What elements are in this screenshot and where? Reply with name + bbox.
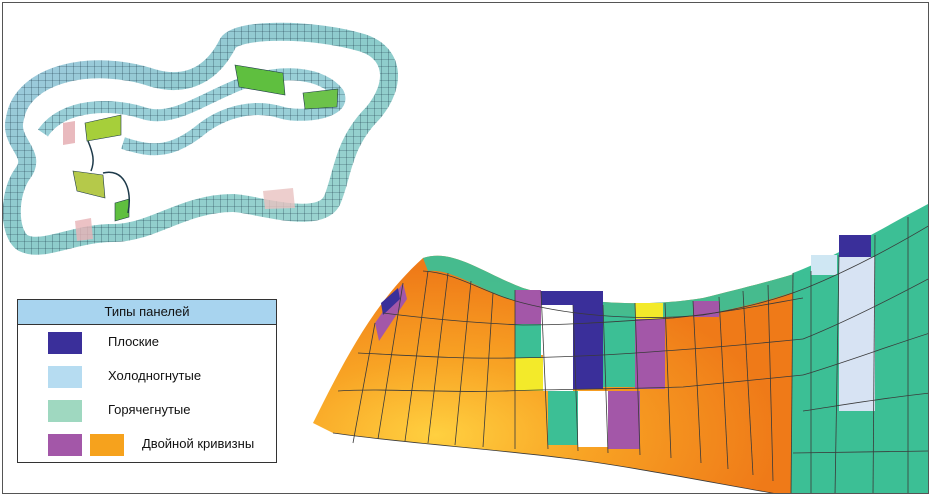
legend-item-flat: Плоские xyxy=(18,325,276,359)
double-curvature-purple-panel xyxy=(635,319,665,389)
ribbon-model xyxy=(3,22,398,255)
flat-panel xyxy=(381,288,400,315)
ribbon-green-panel xyxy=(302,88,339,110)
ribbon-pink-accent xyxy=(63,121,75,145)
hot-bent-panel xyxy=(548,391,578,445)
ribbon-green-panel xyxy=(114,198,130,222)
legend-item-double-curvature: Двойной кривизны xyxy=(18,427,276,461)
ribbon-green-panel xyxy=(84,114,122,142)
facade-grid xyxy=(332,217,928,493)
legend-swatch-cold-bent xyxy=(48,366,82,388)
legend-label: Двойной кривизны xyxy=(142,436,255,451)
ribbon-pink-accent xyxy=(263,188,295,209)
flat-panel xyxy=(839,235,871,257)
legend: Типы панелей Плоские Холодногнутые Горяч… xyxy=(17,299,277,463)
hot-bent-panel xyxy=(603,315,635,387)
cold-bent-panel xyxy=(839,257,875,411)
legend-swatch-double-purple xyxy=(48,434,82,456)
hot-bent-panel xyxy=(515,324,541,358)
legend-swatch-hot-bent xyxy=(48,400,82,422)
white-panel xyxy=(541,305,573,355)
legend-title: Типы панелей xyxy=(18,300,276,325)
yellow-panel xyxy=(635,303,663,319)
facade-surface xyxy=(313,204,928,493)
ribbon-green-panel xyxy=(72,170,106,199)
legend-label: Плоские xyxy=(108,334,159,349)
flat-panel xyxy=(541,291,603,305)
legend-swatch-flat xyxy=(48,332,82,354)
white-panel xyxy=(578,391,608,447)
legend-item-hot-bent: Горячегнутые xyxy=(18,393,276,427)
legend-swatch-double-orange xyxy=(90,434,124,456)
legend-label: Горячегнутые xyxy=(108,402,191,417)
double-curvature-purple-panel xyxy=(515,290,541,324)
ribbon-green-panel xyxy=(234,64,286,96)
legend-item-cold-bent: Холодногнутые xyxy=(18,359,276,393)
ribbon-pink-accent xyxy=(75,218,93,241)
cold-bent-panel xyxy=(811,255,837,275)
double-curvature-purple-panel xyxy=(608,391,640,449)
legend-label: Холодногнутые xyxy=(108,368,202,383)
flat-panel xyxy=(573,305,603,389)
yellow-panel xyxy=(515,358,543,391)
white-panel xyxy=(543,355,573,391)
